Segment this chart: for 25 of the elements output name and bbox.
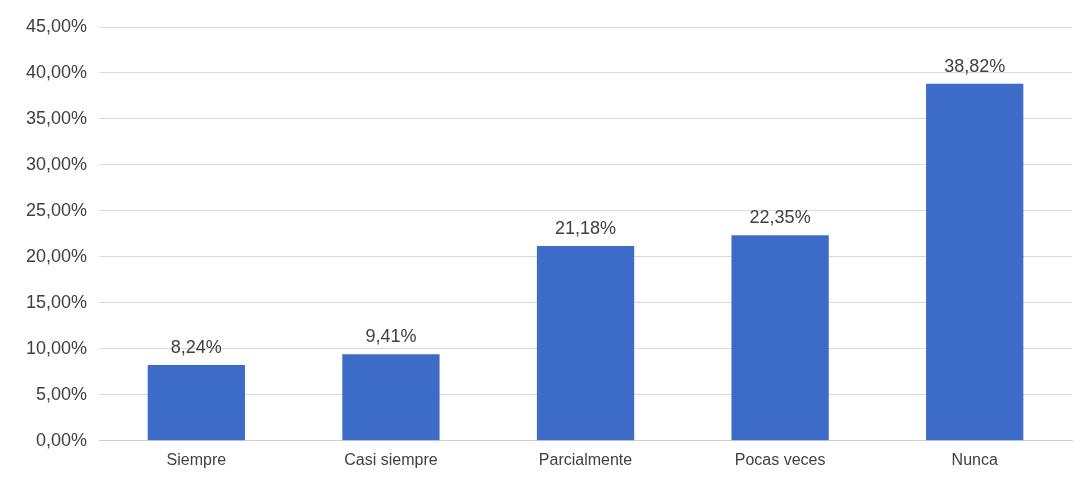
y-tick-label: 15,00% — [25, 291, 88, 312]
x-tick-label: Pocas veces — [734, 450, 826, 468]
data-label: 9,41% — [365, 326, 417, 347]
x-tick-label: Parcialmente — [538, 450, 633, 468]
data-label: 21,18% — [554, 218, 617, 239]
bar — [731, 235, 829, 441]
y-tick-label: 20,00% — [25, 245, 88, 266]
x-tick-label: Casi siempre — [344, 450, 438, 468]
y-tick-label: 40,00% — [25, 61, 88, 82]
bar — [926, 83, 1024, 441]
bar — [536, 246, 635, 441]
bar — [342, 354, 440, 441]
y-tick-label: 0,00% — [36, 429, 88, 450]
y-tick-label: 45,00% — [25, 15, 88, 36]
y-tick-label: 25,00% — [25, 199, 88, 220]
data-label: 8,24% — [170, 337, 222, 357]
bar — [147, 365, 245, 441]
y-tick-label: 35,00% — [25, 107, 88, 128]
y-tick-label: 10,00% — [25, 337, 88, 358]
y-tick-label: 30,00% — [25, 153, 88, 174]
x-tick-label: Siempre — [166, 450, 227, 468]
x-tick-label: Nunca — [951, 450, 998, 468]
data-label: 38,82% — [944, 55, 1006, 76]
y-tick-label: 5,00% — [36, 383, 88, 404]
data-label: 22,35% — [749, 207, 811, 228]
